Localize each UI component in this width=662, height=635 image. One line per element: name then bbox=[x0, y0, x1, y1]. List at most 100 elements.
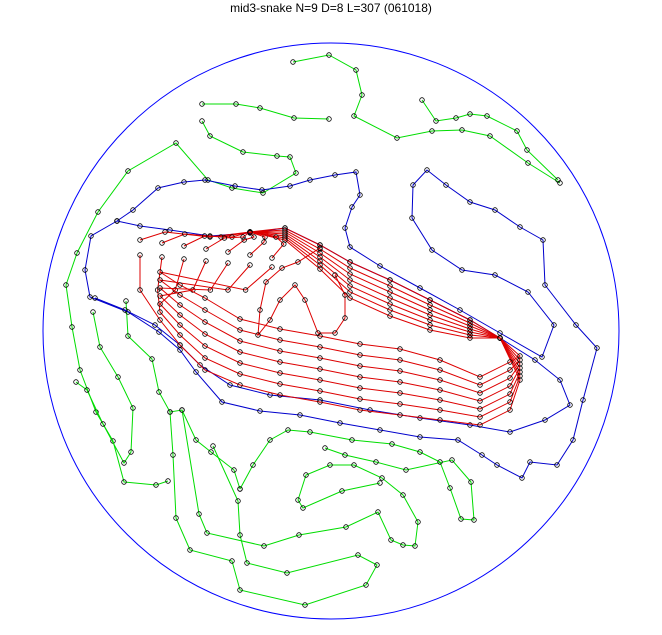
node-marker bbox=[517, 353, 523, 359]
node-marker bbox=[157, 317, 163, 323]
node-marker bbox=[237, 371, 243, 377]
node-marker bbox=[467, 320, 473, 326]
node-marker bbox=[507, 407, 513, 413]
node-marker bbox=[397, 346, 403, 352]
node-marker bbox=[63, 282, 69, 288]
node-marker bbox=[359, 92, 365, 98]
node-marker bbox=[363, 582, 369, 588]
node-marker bbox=[471, 517, 477, 523]
node-marker bbox=[251, 234, 257, 240]
node-marker bbox=[497, 335, 503, 341]
node-marker bbox=[555, 177, 561, 183]
node-marker bbox=[343, 524, 349, 530]
node-marker bbox=[342, 225, 348, 231]
green-path bbox=[181, 409, 419, 547]
node-marker bbox=[157, 301, 163, 307]
node-marker bbox=[177, 332, 183, 338]
node-marker bbox=[297, 412, 303, 418]
node-marker bbox=[417, 434, 423, 440]
node-marker bbox=[387, 277, 393, 283]
node-marker bbox=[204, 530, 210, 536]
node-marker bbox=[551, 322, 557, 328]
green-path bbox=[75, 311, 134, 464]
node-marker bbox=[315, 330, 321, 336]
node-marker bbox=[221, 235, 228, 241]
node-marker bbox=[128, 449, 134, 455]
node-marker bbox=[302, 602, 308, 608]
node-marker bbox=[357, 192, 363, 198]
node-marker bbox=[225, 249, 231, 255]
node-marker bbox=[437, 377, 443, 383]
node-marker bbox=[397, 368, 403, 374]
node-marker bbox=[284, 570, 290, 576]
node-marker bbox=[347, 295, 353, 301]
node-marker bbox=[468, 479, 474, 485]
node-marker bbox=[225, 287, 231, 293]
node-marker bbox=[231, 467, 237, 473]
node-marker bbox=[525, 160, 531, 166]
node-marker bbox=[156, 329, 162, 335]
node-marker bbox=[179, 407, 185, 413]
node-marker bbox=[349, 437, 355, 443]
node-marker bbox=[554, 462, 560, 468]
node-marker bbox=[241, 237, 247, 243]
node-marker bbox=[157, 309, 163, 315]
node-marker bbox=[237, 360, 243, 366]
node-marker bbox=[477, 422, 483, 428]
node-marker bbox=[377, 427, 383, 433]
node-marker bbox=[437, 367, 443, 373]
node-marker bbox=[193, 437, 199, 443]
node-marker bbox=[123, 298, 129, 304]
green-path bbox=[421, 99, 559, 181]
node-marker bbox=[237, 587, 243, 593]
node-marker bbox=[415, 519, 421, 525]
node-marker bbox=[274, 153, 280, 159]
red-path bbox=[157, 229, 521, 418]
node-marker bbox=[287, 154, 293, 160]
node-marker bbox=[157, 285, 163, 291]
node-marker bbox=[377, 263, 383, 269]
node-marker bbox=[317, 254, 323, 260]
node-marker bbox=[177, 342, 183, 348]
node-marker bbox=[121, 460, 127, 466]
node-marker bbox=[114, 218, 120, 224]
node-marker bbox=[149, 356, 155, 362]
node-marker bbox=[69, 324, 75, 330]
node-marker bbox=[317, 242, 323, 248]
node-marker bbox=[467, 329, 473, 335]
node-marker bbox=[542, 417, 548, 423]
node-marker bbox=[373, 459, 379, 465]
node-marker bbox=[170, 452, 176, 458]
node-marker bbox=[429, 247, 435, 253]
node-marker bbox=[156, 389, 162, 395]
node-marker bbox=[355, 552, 361, 558]
node-marker bbox=[357, 352, 363, 358]
node-marker bbox=[277, 348, 283, 354]
node-marker bbox=[201, 233, 208, 239]
node-marker bbox=[337, 420, 343, 426]
node-marker bbox=[467, 335, 473, 341]
node-marker bbox=[181, 243, 187, 249]
node-marker bbox=[492, 272, 498, 278]
node-marker bbox=[403, 467, 409, 473]
node-marker bbox=[487, 133, 493, 139]
node-marker bbox=[77, 367, 83, 373]
node-marker bbox=[477, 406, 483, 412]
node-marker bbox=[307, 429, 313, 435]
node-marker bbox=[517, 224, 523, 230]
node-marker bbox=[467, 332, 473, 338]
node-marker bbox=[202, 319, 208, 325]
node-marker bbox=[410, 182, 416, 188]
node-marker bbox=[517, 377, 523, 383]
plot-title: mid3-snake N=9 D=8 L=307 (061018) bbox=[230, 1, 432, 15]
node-marker bbox=[467, 326, 473, 332]
node-marker bbox=[484, 113, 490, 119]
node-marker bbox=[282, 237, 288, 243]
node-marker bbox=[349, 204, 355, 210]
node-marker bbox=[317, 258, 323, 264]
node-marker bbox=[199, 118, 205, 124]
node-marker bbox=[165, 478, 171, 484]
node-marker bbox=[570, 437, 576, 443]
node-marker bbox=[263, 279, 269, 285]
node-marker bbox=[261, 239, 267, 245]
